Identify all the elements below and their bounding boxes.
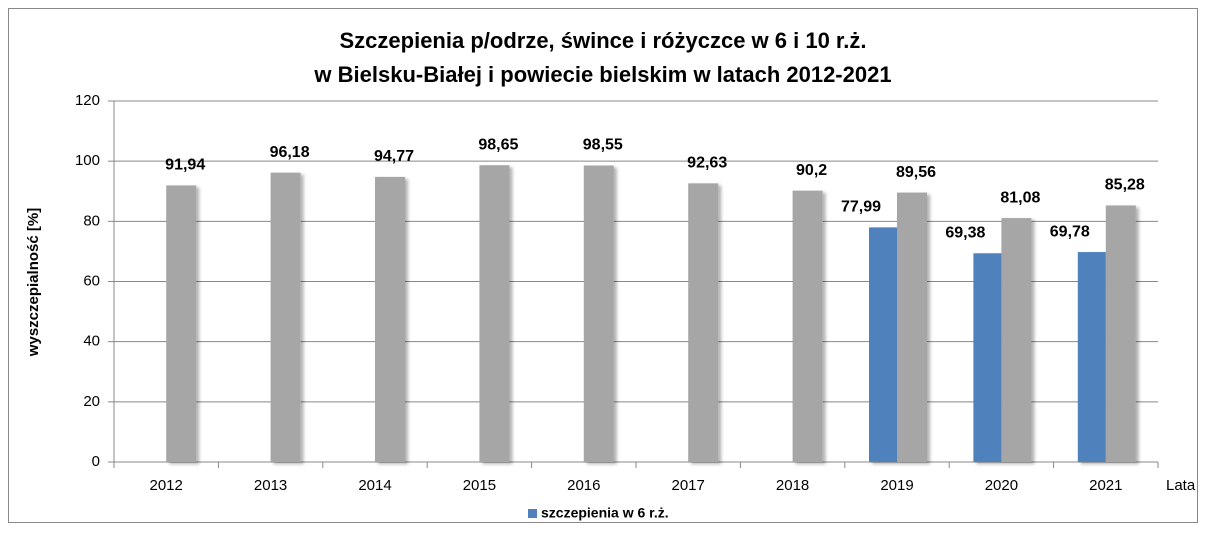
value-label: 85,28 [1105, 177, 1145, 194]
x-tick-label: 2021 [1089, 477, 1122, 494]
value-label: 77,99 [841, 199, 881, 216]
value-label: 98,65 [478, 136, 518, 153]
bar [166, 185, 197, 463]
bar [375, 176, 405, 462]
y-tick-label: 120 [75, 92, 100, 109]
value-label: 81,08 [1000, 189, 1040, 206]
bar [583, 165, 614, 462]
x-tick-label: 2015 [463, 477, 496, 494]
value-label: 96,18 [270, 144, 310, 161]
y-tick-label: 20 [83, 393, 100, 410]
x-tick-label: 2014 [358, 477, 391, 494]
bar [1105, 205, 1136, 462]
x-tick-label: 2016 [567, 477, 600, 494]
value-label: 98,55 [583, 137, 623, 154]
value-label: 90,2 [796, 162, 827, 179]
y-axis-label: wyszczepialność [%] [25, 208, 42, 357]
value-label: 92,63 [687, 155, 727, 172]
y-tick-label: 40 [83, 333, 100, 350]
x-tick-label: 2013 [254, 477, 287, 494]
y-tick-label: 60 [83, 272, 100, 289]
bar [973, 253, 1002, 462]
value-label: 91,94 [165, 157, 205, 174]
legend-swatch [528, 509, 537, 518]
chart-title: w Bielsku-Białej i powiecie bielskim w l… [313, 62, 891, 87]
bar [897, 192, 927, 462]
x-tick-label: 2020 [985, 477, 1018, 494]
bar [479, 165, 510, 463]
bar [270, 172, 301, 462]
x-tick-label: 2019 [880, 477, 913, 494]
value-label: 69,38 [945, 225, 985, 242]
y-tick-label: 80 [83, 212, 100, 229]
bar [1001, 218, 1032, 462]
y-tick-label: 0 [92, 453, 100, 470]
x-axis-label: Lata [1166, 477, 1196, 494]
value-label: 69,78 [1050, 223, 1090, 240]
bar [792, 190, 823, 463]
chart-title: Szczepienia p/odrze, śwince i różyczce w… [340, 28, 867, 53]
value-label: 89,56 [896, 164, 936, 181]
x-tick-label: 2012 [150, 477, 183, 494]
legend-label: szczepienia w 6 r.ż. [541, 505, 669, 521]
bar [1077, 252, 1106, 462]
bar [688, 183, 719, 463]
x-tick-label: 2017 [672, 477, 705, 494]
value-label: 94,77 [374, 148, 414, 165]
y-tick-label: 100 [75, 152, 100, 169]
bar [869, 227, 897, 462]
x-tick-label: 2018 [776, 477, 809, 494]
